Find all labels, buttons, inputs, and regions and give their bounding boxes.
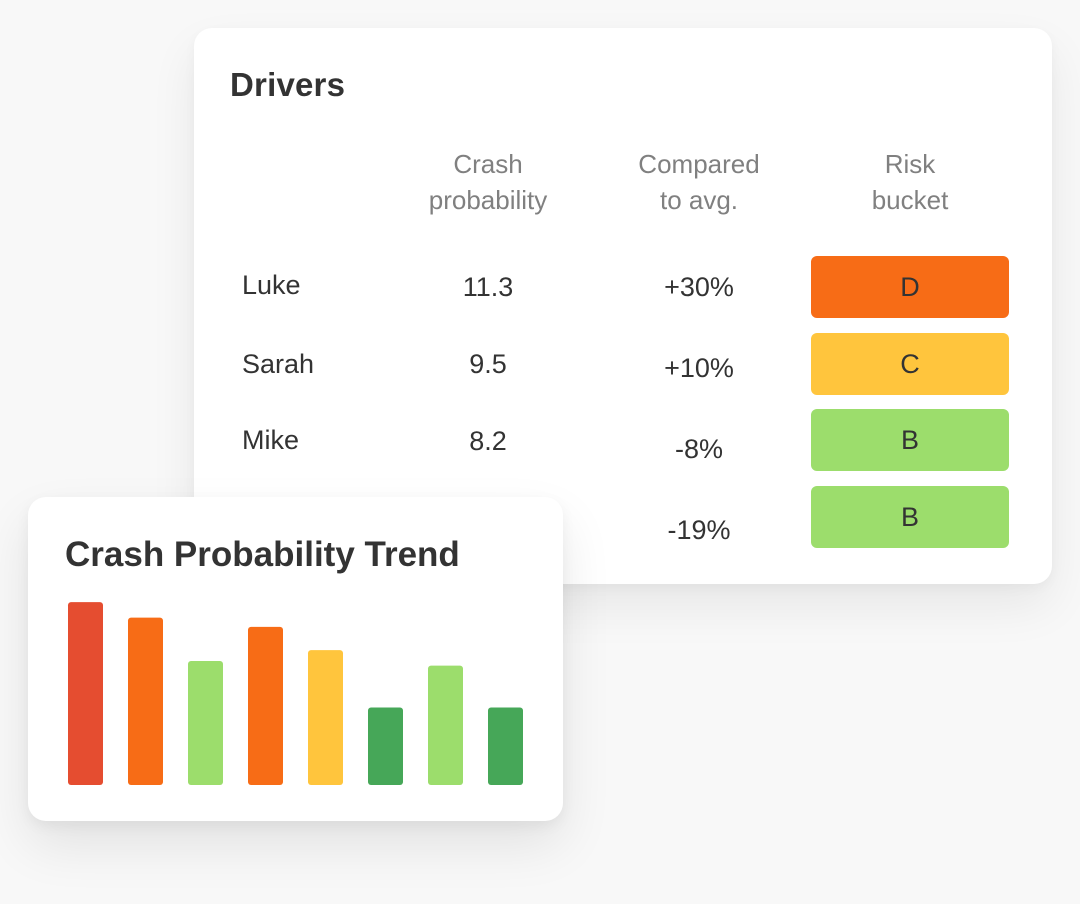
driver-name: Mike xyxy=(242,425,300,455)
trend-bar-8 xyxy=(488,707,523,785)
risk-bucket-badge: B xyxy=(811,486,1009,548)
compared-to-avg-header: Compared to avg. xyxy=(638,149,760,215)
crash-probability-value: 9.5 xyxy=(469,349,507,379)
trend-bar-2 xyxy=(128,617,163,785)
trend-bar-chart xyxy=(68,602,523,785)
compared-value: +30% xyxy=(664,272,734,302)
risk-bucket-badge: D xyxy=(811,256,1009,318)
trend-bar-5 xyxy=(308,650,343,785)
risk-bucket-badge: C xyxy=(811,333,1009,395)
trend-bar-1 xyxy=(68,602,103,785)
risk-bucket-header: Risk bucket xyxy=(871,149,949,215)
compared-value: +10% xyxy=(664,353,734,383)
crash-probability-value: 8.2 xyxy=(469,426,507,456)
compared-value: -8% xyxy=(674,434,723,464)
drivers-card: Drivers Crash probability Compared to av… xyxy=(194,28,1052,584)
compared-value: -19% xyxy=(667,515,731,545)
trend-bar-4 xyxy=(248,626,283,785)
crash-probability-value: 11.3 xyxy=(462,272,514,302)
trend-bar-7 xyxy=(428,665,463,785)
trend-bar-3 xyxy=(188,661,223,785)
drivers-title: Drivers xyxy=(230,66,346,103)
trend-card: Crash Probability Trend xyxy=(28,497,563,821)
driver-name: Luke xyxy=(242,270,301,300)
trend-title: Crash Probability Trend xyxy=(65,535,460,574)
risk-bucket-badge: B xyxy=(811,409,1009,471)
crash-probability-header: Crash probability xyxy=(428,149,548,215)
driver-name: Sarah xyxy=(242,349,315,379)
trend-bar-6 xyxy=(368,707,403,785)
